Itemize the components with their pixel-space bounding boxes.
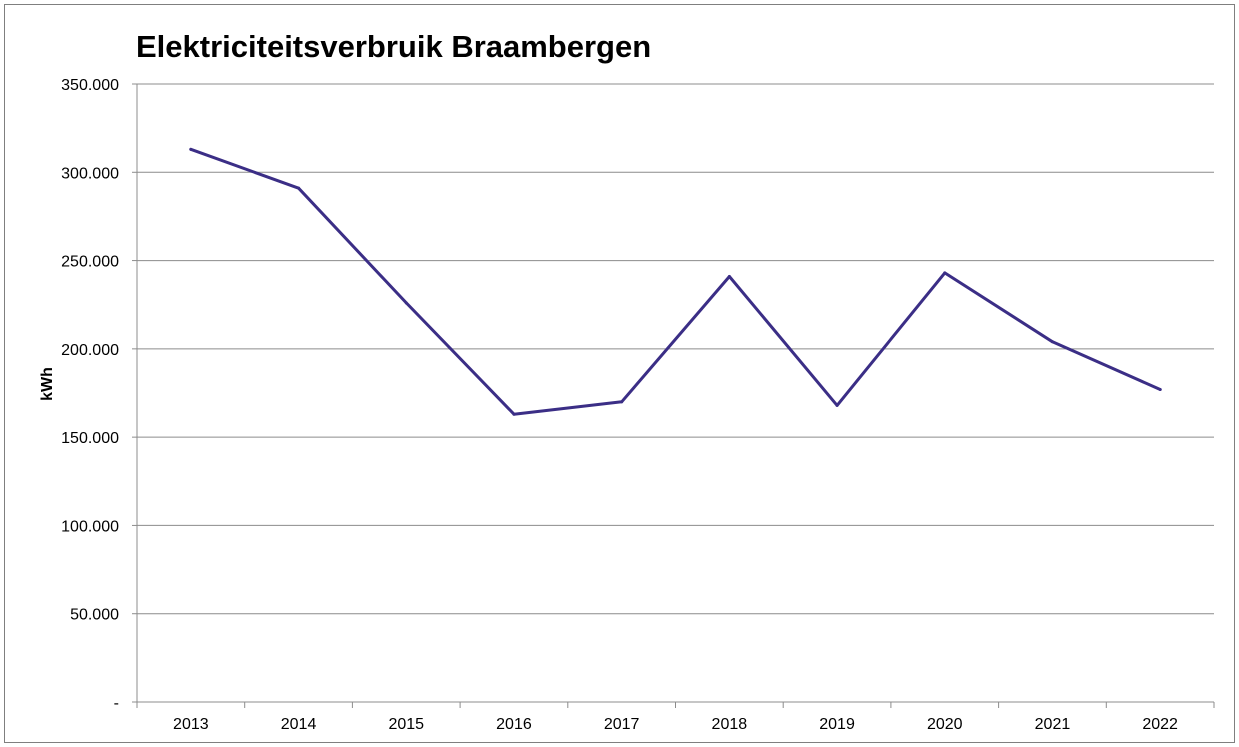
x-tick-label-2016: 2016 — [496, 716, 532, 733]
x-tick-label-2015: 2015 — [388, 716, 424, 733]
y-tick-label-7: 350.000 — [61, 77, 119, 94]
y-tick-label-4: 200.000 — [61, 342, 119, 359]
axes — [132, 83, 1215, 708]
x-tick-label-2013: 2013 — [173, 716, 209, 733]
data-point-2021 — [1050, 340, 1054, 344]
y-tick-label-2: 100.000 — [61, 518, 119, 535]
data-point-2016 — [512, 412, 516, 416]
data-point-2017 — [620, 400, 624, 404]
x-tick-label-2014: 2014 — [281, 716, 317, 733]
data-point-2020 — [943, 271, 947, 275]
data-point-2013 — [189, 147, 193, 151]
data-point-2014 — [297, 186, 301, 190]
data-point-2019 — [835, 403, 839, 407]
x-tick-labels: 2013 2014 2015 2016 2017 2018 2019 2020 2021 2022 — [173, 716, 1178, 733]
x-tick-label-2018: 2018 — [712, 716, 748, 733]
x-tick-label-2020: 2020 — [927, 716, 963, 733]
data-point-2018 — [727, 274, 731, 278]
gridlines — [137, 83, 1214, 615]
x-tick-label-2021: 2021 — [1035, 716, 1071, 733]
chart-frame — [4, 4, 1235, 743]
y-tick-label-6: 300.000 — [61, 165, 119, 182]
y-tick-label-5: 250.000 — [61, 254, 119, 271]
data-point-2022 — [1158, 387, 1162, 391]
y-tick-label-1: 50.000 — [70, 607, 119, 624]
series-layer — [189, 147, 1162, 416]
y-tick-labels: - 50.000 100.000 150.000 200.000 250.000 300.0… — [61, 77, 119, 712]
y-tick-label-3: 150.000 — [61, 430, 119, 447]
data-point-2015 — [404, 301, 408, 305]
x-tick-label-2017: 2017 — [604, 716, 640, 733]
series-line-0 — [189, 147, 1162, 416]
y-tick-label-0: - — [114, 695, 119, 712]
x-tick-label-2019: 2019 — [819, 716, 855, 733]
chart-title: Elektriciteitsverbruik Braambergen — [136, 29, 651, 64]
x-tick-label-2022: 2022 — [1142, 716, 1178, 733]
y-axis-label: kWh — [39, 367, 56, 401]
